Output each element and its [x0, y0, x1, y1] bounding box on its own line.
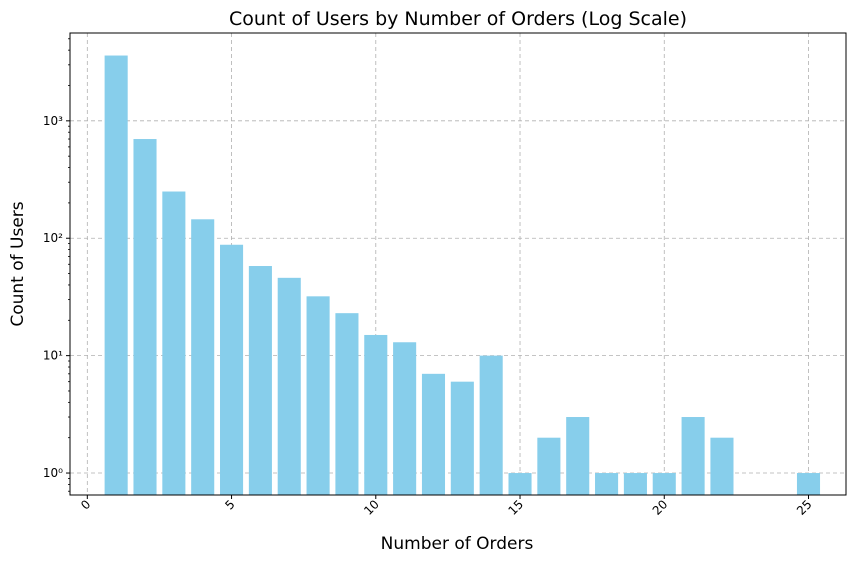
bar	[364, 334, 388, 495]
bar	[710, 437, 734, 495]
x-axis-label: Number of Orders	[381, 534, 534, 554]
bar	[335, 313, 359, 495]
bar	[450, 381, 474, 495]
bar	[479, 355, 503, 495]
bar	[681, 417, 705, 495]
bar	[133, 139, 157, 496]
x-tick-label: 0	[78, 497, 93, 512]
bar-layer	[104, 55, 821, 496]
bar	[537, 437, 561, 495]
x-tick-label: 15	[505, 497, 526, 518]
y-tick-label: 10⁰	[43, 466, 63, 480]
x-tick-label: 10	[361, 497, 382, 518]
bar	[220, 244, 244, 495]
bar	[566, 417, 590, 495]
bar	[421, 373, 446, 495]
bar	[508, 473, 532, 495]
bar	[796, 473, 821, 495]
bar	[248, 266, 272, 495]
bar	[623, 473, 647, 495]
bar	[191, 219, 215, 495]
bar	[277, 277, 301, 495]
y-tick-label: 10³	[43, 114, 63, 128]
bar	[306, 296, 330, 495]
y-axis-label: Count of Users	[8, 201, 28, 326]
bar	[595, 473, 619, 495]
y-tick-label: 10¹	[43, 349, 63, 363]
bar	[162, 191, 186, 496]
x-tick-label: 20	[650, 497, 671, 518]
x-tick-label: 25	[794, 497, 815, 518]
chart-title: Count of Users by Number of Orders (Log …	[229, 8, 687, 30]
y-tick-label: 10²	[43, 231, 63, 245]
bar	[652, 473, 676, 495]
bar	[104, 55, 128, 495]
bar	[393, 342, 417, 495]
x-tick-label: 5	[222, 497, 237, 512]
